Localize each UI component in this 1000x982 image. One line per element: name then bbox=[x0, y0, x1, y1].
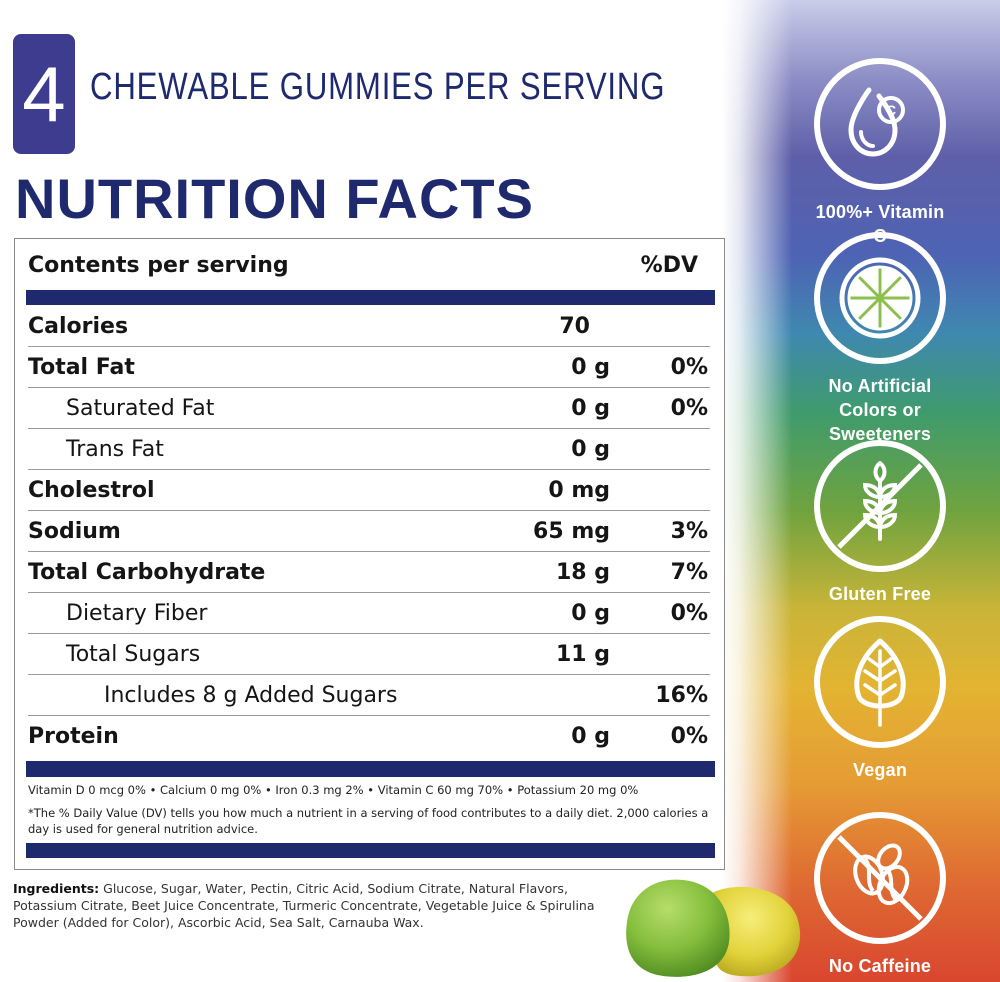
gummies-image bbox=[626, 879, 801, 977]
row-dv: 3% bbox=[670, 519, 708, 544]
no-gluten-wheat-icon bbox=[837, 461, 923, 549]
row-label: Total Fat bbox=[28, 355, 135, 380]
row-amount: 0 g bbox=[571, 437, 610, 462]
table-row: Dietary Fiber 0 g 0% bbox=[28, 593, 710, 634]
yellow-gummy bbox=[710, 886, 801, 977]
row-label: Total Carbohydrate bbox=[28, 560, 266, 585]
ingredients-list: Glucose, Sugar, Water, Pectin, Citric Ac… bbox=[13, 881, 595, 930]
serving-heading: CHEWABLE GUMMIES PER SERVING bbox=[90, 66, 666, 108]
badge-ring bbox=[814, 616, 946, 748]
row-label: Trans Fat bbox=[66, 437, 164, 462]
nutrition-facts-title: NUTRITION FACTS bbox=[15, 167, 534, 230]
badge-ring: C bbox=[814, 58, 946, 190]
nutrition-table: Contents per serving %DV Calories 70 Tot… bbox=[14, 238, 725, 870]
row-amount: 11 g bbox=[555, 642, 610, 667]
row-dv: 7% bbox=[670, 560, 708, 585]
micronutrients-line: Vitamin D 0 mcg 0% • Calcium 0 mg 0% • I… bbox=[28, 783, 639, 797]
svg-text:C: C bbox=[886, 102, 896, 118]
contents-label: Contents per serving bbox=[28, 253, 289, 278]
row-amount: 18 g bbox=[555, 560, 610, 585]
table-row: Includes 8 g Added Sugars 16% bbox=[28, 675, 710, 716]
serving-count-badge: 4 bbox=[13, 34, 75, 154]
table-row: Calories 70 bbox=[28, 306, 710, 347]
row-dv: 0% bbox=[670, 355, 708, 380]
badge-no-artificial: No Artificial Colors or Sweeteners bbox=[810, 232, 950, 446]
badge-ring bbox=[814, 232, 946, 364]
badge-caption: Gluten Free bbox=[828, 584, 932, 604]
table-header: Contents per serving %DV bbox=[28, 253, 714, 283]
row-label: Sodium bbox=[28, 519, 121, 544]
row-amount: 70 bbox=[559, 314, 590, 339]
row-amount: 0 mg bbox=[548, 478, 610, 503]
row-amount: 0 g bbox=[571, 601, 610, 626]
no-caffeine-beans-icon bbox=[837, 835, 923, 921]
dv-footnote: *The % Daily Value (DV) tells you how mu… bbox=[28, 806, 709, 836]
thick-divider bbox=[26, 761, 715, 777]
green-gummy bbox=[626, 879, 730, 977]
vegan-leaf-icon bbox=[854, 638, 906, 727]
table-row: Protein 0 g 0% bbox=[28, 716, 710, 757]
row-amount: 0 g bbox=[571, 724, 610, 749]
table-row: Saturated Fat 0 g 0% bbox=[28, 388, 710, 429]
citrus-slice-icon bbox=[839, 257, 921, 339]
row-dv: 0% bbox=[670, 601, 708, 626]
ingredients-text: Ingredients: Glucose, Sugar, Water, Pect… bbox=[13, 880, 603, 931]
table-row: Sodium 65 mg 3% bbox=[28, 511, 710, 552]
thick-divider bbox=[26, 843, 715, 858]
badge-vegan: Vegan bbox=[810, 616, 950, 782]
vitamin-c-drop-icon: C bbox=[848, 87, 905, 157]
row-dv: 0% bbox=[670, 724, 708, 749]
badge-caption: No Artificial Colors or Sweeteners bbox=[828, 376, 932, 444]
badge-vitamin-c: C 100%+ Vitamin C bbox=[810, 58, 950, 248]
table-row: Total Fat 0 g 0% bbox=[28, 347, 710, 388]
table-row: Total Sugars 11 g bbox=[28, 634, 710, 675]
row-amount: 65 mg bbox=[533, 519, 610, 544]
row-label: Includes 8 g Added Sugars bbox=[104, 683, 398, 708]
row-label: Saturated Fat bbox=[66, 396, 215, 421]
badge-ring bbox=[814, 812, 946, 944]
table-row: Cholestrol 0 mg bbox=[28, 470, 710, 511]
row-label: Total Sugars bbox=[66, 642, 201, 667]
row-label: Cholestrol bbox=[28, 478, 155, 503]
badge-no-caffeine: No Caffeine bbox=[810, 812, 950, 978]
row-label: Protein bbox=[28, 724, 119, 749]
badge-caption: Vegan bbox=[852, 760, 908, 780]
table-row: Trans Fat 0 g bbox=[28, 429, 710, 470]
row-amount: 0 g bbox=[571, 355, 610, 380]
ingredients-label: Ingredients: bbox=[13, 881, 100, 896]
row-dv: 0% bbox=[670, 396, 708, 421]
row-amount: 0 g bbox=[571, 396, 610, 421]
thick-divider bbox=[26, 290, 715, 305]
row-dv: 16% bbox=[655, 683, 708, 708]
dv-header: %DV bbox=[640, 253, 698, 278]
table-row: Total Carbohydrate 18 g 7% bbox=[28, 552, 710, 593]
row-label: Dietary Fiber bbox=[66, 601, 208, 626]
badge-gluten-free: Gluten Free bbox=[810, 440, 950, 606]
badge-caption: No Caffeine bbox=[828, 956, 932, 976]
row-label: Calories bbox=[28, 314, 129, 339]
badge-ring bbox=[814, 440, 946, 572]
